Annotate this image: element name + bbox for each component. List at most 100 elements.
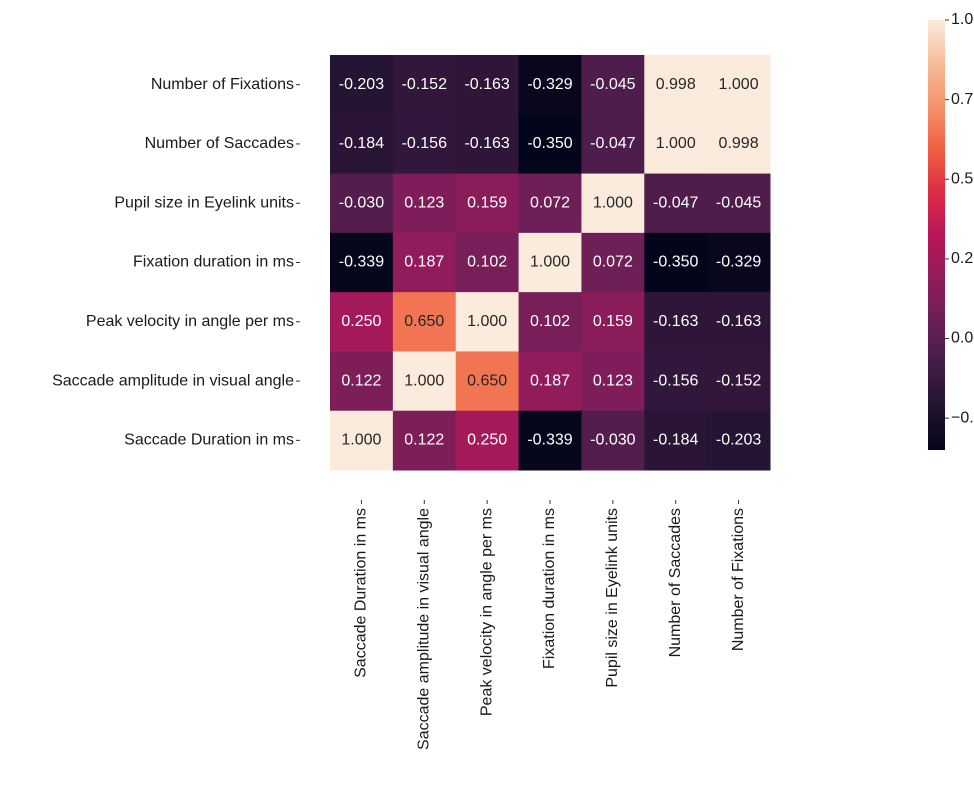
cell-label: 0.187 [404,254,444,271]
cell-label: -0.047 [653,194,698,211]
cell-label: 0.187 [530,372,570,389]
y-tick-label: Saccade Duration in ms [124,432,294,449]
x-tick-label: Saccade Duration in ms [353,508,370,678]
heatmap-cell [518,173,582,234]
y-tick-label: Pupil size in Eyelink units [114,194,294,211]
cell-label: 0.102 [467,254,507,271]
heatmap-cell [455,351,520,412]
x-tick-label: Fixation duration in ms [541,508,558,669]
cell-label: -0.156 [402,135,447,152]
heatmap-cell [644,173,708,234]
cell-label: -0.339 [527,432,572,449]
colorbar [928,20,945,450]
cell-label: 0.250 [341,313,381,330]
cell-label: 0.123 [593,372,633,389]
heatmap-cell [644,232,708,293]
cell-label: -0.203 [339,76,384,93]
heatmap-cell [392,232,457,293]
heatmap-cell [518,232,582,293]
heatmap-cell [644,410,708,471]
cell-label: -0.030 [339,194,384,211]
cell-label: 1.000 [467,313,507,330]
heatmap-cell [581,173,645,234]
cell-label: 0.072 [530,194,570,211]
cell-label: -0.030 [590,432,635,449]
y-tick-label: Saccade amplitude in visual angle [52,372,294,389]
cell-label: 0.159 [593,313,633,330]
heatmap-cell [392,351,457,412]
cell-label: 1.000 [404,372,444,389]
heatmap-cell [455,292,520,352]
heatmap-cell [644,292,708,352]
heatmap-cell [707,232,771,293]
cell-label: -0.047 [590,135,635,152]
y-tick-label: Number of Saccades [145,135,294,152]
cell-label: -0.184 [339,135,384,152]
cell-label: -0.163 [464,135,509,152]
cell-label: 0.122 [404,432,444,449]
heatmap-cell [455,410,520,471]
colorbar-tick-label: 0.00 [951,330,974,347]
heatmap-cell [330,114,394,175]
heatmap-cell [581,351,645,412]
cell-label: -0.350 [527,135,572,152]
heatmap-cell [392,292,457,352]
heatmap-cell [518,351,582,412]
cell-label: 1.000 [719,76,759,93]
heatmap-cell [581,232,645,293]
colorbar-tick-label: 0.75 [951,91,974,108]
heatmap-cell [518,114,582,175]
colorbar-tick-label: 0.50 [951,170,974,187]
cell-label: 0.998 [656,76,696,93]
colorbar-tick-label: −0.25 [951,409,974,426]
heatmap-cell [707,292,771,352]
cell-label: 1.000 [341,432,381,449]
heatmap-cell [330,173,394,234]
x-tick-label: Number of Saccades [667,508,684,657]
cell-label: 0.250 [467,432,507,449]
heatmap-cell [707,55,771,115]
cell-label: 1.000 [656,135,696,152]
heatmap-cell [330,292,394,352]
heatmap-cell [707,351,771,412]
heatmap-cell [455,55,520,115]
cell-label: -0.329 [527,76,572,93]
heatmap-cell [707,114,771,175]
heatmap-cell [644,351,708,412]
heatmap-cell [455,232,520,293]
cell-label: -0.184 [653,432,698,449]
cell-label: -0.163 [464,76,509,93]
cell-label: -0.152 [402,76,447,93]
heatmap-cell [581,410,645,471]
cell-label: -0.339 [339,254,384,271]
y-tick-label: Fixation duration in ms [133,254,294,271]
heatmap-cell [392,55,457,115]
heatmap-cell [581,114,645,175]
heatmap-cell [455,114,520,175]
heatmap-cell [644,55,708,115]
x-tick-label: Saccade amplitude in visual angle [416,508,433,750]
heatmap-cell [707,173,771,234]
y-tick-label: Peak velocity in angle per ms [86,313,294,330]
heatmap-cell [518,292,582,352]
heatmap-cell [455,173,520,234]
heatmap-cell [707,410,771,471]
cell-label: 1.000 [530,254,570,271]
cell-label: 0.650 [404,313,444,330]
x-tick-label: Pupil size in Eyelink units [604,508,621,688]
cell-label: 0.102 [530,313,570,330]
colorbar-tick-label: 1.00 [951,11,974,28]
cell-label: -0.203 [716,432,761,449]
heatmap-cell [392,410,457,471]
cell-label: -0.045 [716,194,761,211]
heatmap-cell [581,55,645,115]
x-tick-label: Peak velocity in angle per ms [478,508,495,716]
cell-label: 0.123 [404,194,444,211]
heatmap-cell [518,55,582,115]
cell-label: 0.072 [593,254,633,271]
y-tick-label: Number of Fixations [151,76,294,93]
heatmap-cell [330,351,394,412]
heatmap-cell [392,114,457,175]
